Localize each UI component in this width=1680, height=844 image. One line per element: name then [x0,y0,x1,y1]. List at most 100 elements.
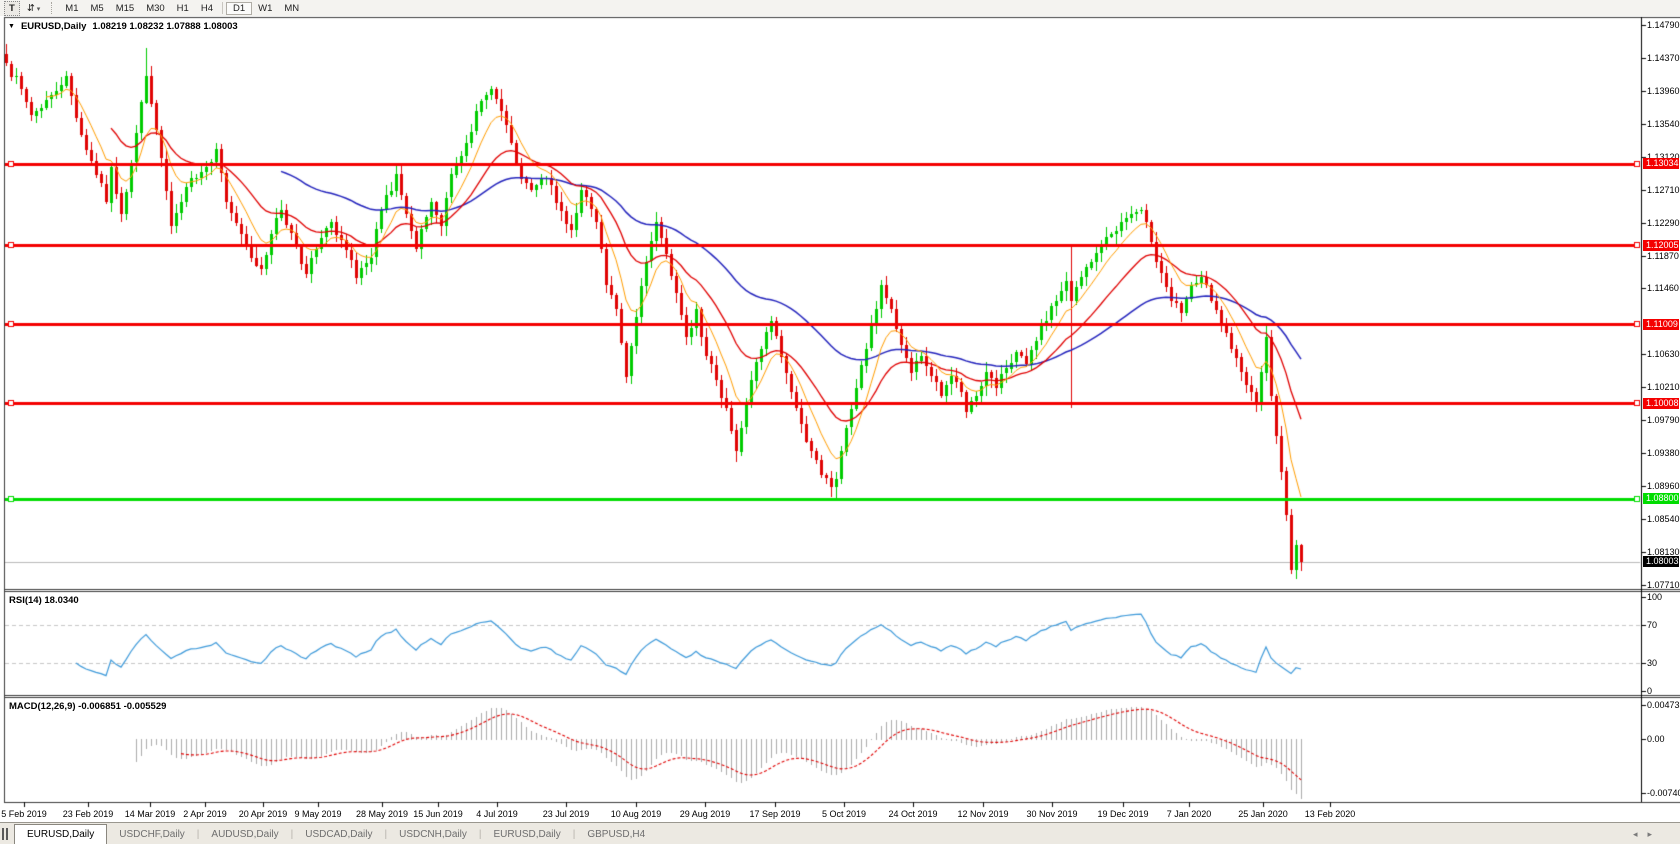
price-line-label[interactable]: 1.10008 [1643,398,1679,409]
chart-tab-gbpusd-h4[interactable]: GBPUSD,H4 [587,828,646,840]
dropdown-caret-icon: ▾ [36,5,41,13]
toolbar-separator [51,2,53,14]
cycle-arrows-icon: ⇵ [26,2,35,14]
price-chart-canvas[interactable] [0,16,1680,822]
price-tick-label: 1.09380 [1647,448,1680,458]
chart-tab-usdchf-daily[interactable]: USDCHF,Daily [119,828,185,840]
timeframe-button-h1[interactable]: H1 [176,2,189,14]
tab-separator: | [290,828,294,840]
time-tick-label: 17 Sep 2019 [749,809,801,819]
symbol-label: EURUSD,Daily [20,21,87,32]
macd-indicator-label: MACD(12,26,9) -0.006851 -0.005529 [9,701,166,712]
price-line-label[interactable]: 1.08800 [1643,493,1679,504]
price-tick-label: 1.12710 [1647,185,1680,195]
time-tick-label: 4 Jul 2019 [476,809,518,819]
cycle-symbols-button[interactable]: ⇵ ▾ [22,2,45,15]
text-tool-button[interactable]: T [4,0,20,16]
macd-tick-label: -0.00740 [1647,788,1680,798]
price-tick-label: 1.08960 [1647,481,1680,491]
chart-tabs: EURUSD,Daily USDCHF,Daily | AUDUSD,Daily | US… [8,823,657,844]
timeframe-button-h4[interactable]: H4 [200,2,213,14]
toolbar: T ⇵ ▾ M1 M5 M15 M30 H1 H4 D1 W1 MN [0,0,1680,17]
timeframe-separator [221,2,223,14]
price-tick-label: 1.10210 [1647,382,1680,392]
price-tick-label: 1.12290 [1647,218,1680,228]
chart-window: ▼ EURUSD,Daily 1.08219 1.08232 1.07888 1… [0,16,1680,822]
price-tick-label: 1.13540 [1647,119,1680,129]
price-tick-label: 1.08130 [1647,547,1680,557]
macd-values: -0.006851 -0.005529 [78,701,167,712]
tab-separator: | [384,828,388,840]
time-tick-label: 12 Nov 2019 [957,809,1009,819]
time-tick-label: 29 Aug 2019 [679,809,731,819]
time-tick-label: 30 Nov 2019 [1026,809,1078,819]
rsi-value: 18.0340 [44,595,79,606]
price-line-label[interactable]: 1.12005 [1643,240,1679,251]
price-tick-label: 1.14370 [1647,53,1680,63]
time-tick-label: 5 Feb 2019 [1,809,47,819]
tab-separator: | [478,828,482,840]
price-tick-label: 1.11870 [1647,251,1679,261]
time-tick-label: 5 Oct 2019 [821,809,867,819]
time-tick-label: 14 Mar 2019 [124,809,176,819]
timeframe-button-m5[interactable]: M5 [90,2,104,14]
tab-scroll-arrows: ◂ ▸ [1633,829,1652,840]
macd-tick-label: 0.00 [1647,734,1665,744]
rsi-tick-label: 0 [1647,686,1653,696]
time-tick-label: 19 Dec 2019 [1097,809,1149,819]
rsi-tick-label: 30 [1647,658,1658,668]
rsi-name: RSI(14) [9,595,42,606]
tabbar-grip [6,828,8,840]
price-line-label[interactable]: 1.11009 [1643,319,1679,330]
rsi-tick-label: 100 [1647,592,1663,602]
time-tick-label: 28 May 2019 [355,809,409,819]
chart-tabs-bar: EURUSD,Daily USDCHF,Daily | AUDUSD,Daily | US… [0,822,1680,844]
chart-tab-usdcnh-daily[interactable]: USDCNH,Daily [399,828,467,840]
rsi-indicator-label: RSI(14) 18.0340 [9,595,79,606]
price-tick-label: 1.13960 [1647,86,1680,96]
timeframe-button-mn[interactable]: MN [284,2,300,14]
time-tick-label: 15 Jun 2019 [413,809,463,819]
time-tick-label: 7 Jan 2020 [1166,809,1212,819]
tab-separator: | [572,828,576,840]
timeframe-button-m1[interactable]: M1 [65,2,79,14]
price-tick-label: 1.14790 [1647,20,1680,30]
time-tick-label: 20 Apr 2019 [238,809,288,819]
chart-tab-eurusd-daily[interactable]: EURUSD,Daily [493,828,561,840]
timeframe-button-m30[interactable]: M30 [146,2,165,14]
time-tick-label: 24 Oct 2019 [888,809,938,819]
rsi-tick-label: 70 [1647,620,1658,630]
time-tick-label: 23 Jul 2019 [542,809,590,819]
tab-scroll-left-icon[interactable]: ◂ [1632,828,1638,839]
chart-tab-usdcad-daily[interactable]: USDCAD,Daily [305,828,373,840]
ohlc-values: 1.08219 1.08232 1.07888 1.08003 [92,21,238,32]
price-tick-label: 1.07710 [1647,580,1680,590]
timeframe-button-m15[interactable]: M15 [115,2,135,14]
price-tick-label: 1.10630 [1647,349,1680,359]
price-tick-label: 1.09790 [1647,415,1680,425]
price-tick-label: 1.08540 [1647,514,1680,524]
price-tick-label: 1.11460 [1647,283,1679,293]
time-tick-label: 2 Apr 2019 [183,809,227,819]
timeframe-button-d1[interactable]: D1 [225,1,253,15]
current-price-label: 1.08003 [1643,556,1679,567]
time-tick-label: 25 Jan 2020 [1238,809,1288,819]
timeframe-group: M1 M5 M15 M30 H1 H4 D1 W1 MN [59,1,305,15]
price-line-label[interactable]: 1.13034 [1643,158,1679,169]
chart-tab-audusd-daily[interactable]: AUDUSD,Daily [211,828,279,840]
tab-scroll-right-icon[interactable]: ▸ [1647,828,1652,839]
time-tick-label: 23 Feb 2019 [62,809,114,819]
chart-tab-eurusd-daily[interactable]: EURUSD,Daily [14,823,108,844]
time-tick-label: 10 Aug 2019 [610,809,662,819]
macd-tick-label: 0.00473 [1647,700,1680,710]
chart-header: ▼ EURUSD,Daily 1.08219 1.08232 1.07888 1… [8,21,238,32]
tab-separator: | [196,828,200,840]
time-tick-label: 9 May 2019 [294,809,342,819]
collapse-caret-icon[interactable]: ▼ [8,23,15,30]
macd-name: MACD(12,26,9) [9,701,76,712]
time-tick-label: 13 Feb 2020 [1304,809,1356,819]
tabbar-grip [2,828,4,840]
timeframe-button-w1[interactable]: W1 [258,2,273,14]
price-tick-label: 1.13120 [1647,152,1680,162]
